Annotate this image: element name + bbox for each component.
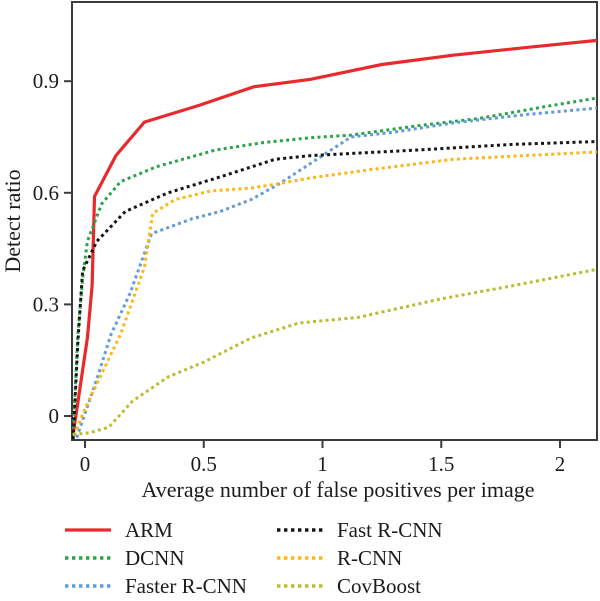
legend-item-arm: ARM	[64, 516, 247, 544]
series-line-covboost	[72, 267, 597, 437]
y-axis-ticks: 0 0.3 0.6 0.9	[33, 69, 72, 428]
legend-swatch-covboost	[277, 584, 323, 588]
legend-label-fast-r-cnn: Fast R-CNN	[337, 517, 443, 542]
series-line-faster-r-cnn	[75, 106, 597, 439]
series-line-r-cnn	[72, 150, 597, 436]
x-tick-label-0: 0	[80, 452, 91, 476]
legend-item-fast-r-cnn: Fast R-CNN	[276, 516, 443, 544]
y-tick-label-0.3: 0.3	[33, 292, 59, 316]
legend-item-dcnn: DCNN	[64, 544, 247, 572]
series-line-arm	[72, 38, 597, 435]
legend-item-covboost: CovBoost	[276, 572, 443, 600]
x-axis-title: Average number of false positives per im…	[141, 477, 534, 502]
series-line-fast-r-cnn	[72, 140, 597, 440]
x-tick-label-1.5: 1.5	[428, 452, 454, 476]
legend-label-faster-r-cnn: Faster R-CNN	[125, 573, 247, 598]
x-tick-label-0.5: 0.5	[191, 452, 217, 476]
legend-column-right: Fast R-CNN R-CNN CovBoost	[276, 516, 443, 600]
x-axis-ticks: 0 0.5 1 1.5 2	[80, 440, 566, 476]
legend-item-r-cnn: R-CNN	[276, 544, 443, 572]
chart-legend: ARM DCNN Faster R-CNN Fast R-CNN R-CNN CovBo…	[0, 516, 600, 601]
legend-swatch-dcnn	[65, 556, 111, 560]
legend-swatch-r-cnn	[277, 556, 323, 560]
plot-border	[71, 1, 598, 441]
legend-swatch-faster-r-cnn	[65, 584, 111, 588]
series-lines	[72, 38, 597, 440]
legend-label-covboost: CovBoost	[337, 573, 422, 598]
legend-column-left: ARM DCNN Faster R-CNN	[64, 516, 247, 600]
x-tick-label-1: 1	[317, 452, 328, 476]
legend-swatch-arm	[65, 528, 111, 532]
legend-item-faster-r-cnn: Faster R-CNN	[64, 572, 247, 600]
series-line-dcnn	[72, 96, 597, 435]
legend-swatch-fast-r-cnn	[277, 528, 323, 532]
line-chart: 0 0.3 0.6 0.9 0 0.5 1 1.5 2 Average number of f…	[0, 1, 598, 502]
y-tick-label-0: 0	[49, 404, 60, 428]
y-tick-label-0.6: 0.6	[33, 181, 59, 205]
x-tick-label-2: 2	[555, 452, 566, 476]
y-tick-label-0.9: 0.9	[33, 69, 59, 93]
legend-label-dcnn: DCNN	[125, 545, 185, 570]
y-axis-title: Detect ratio	[0, 169, 25, 272]
legend-label-r-cnn: R-CNN	[337, 545, 403, 570]
legend-label-arm: ARM	[125, 517, 173, 542]
